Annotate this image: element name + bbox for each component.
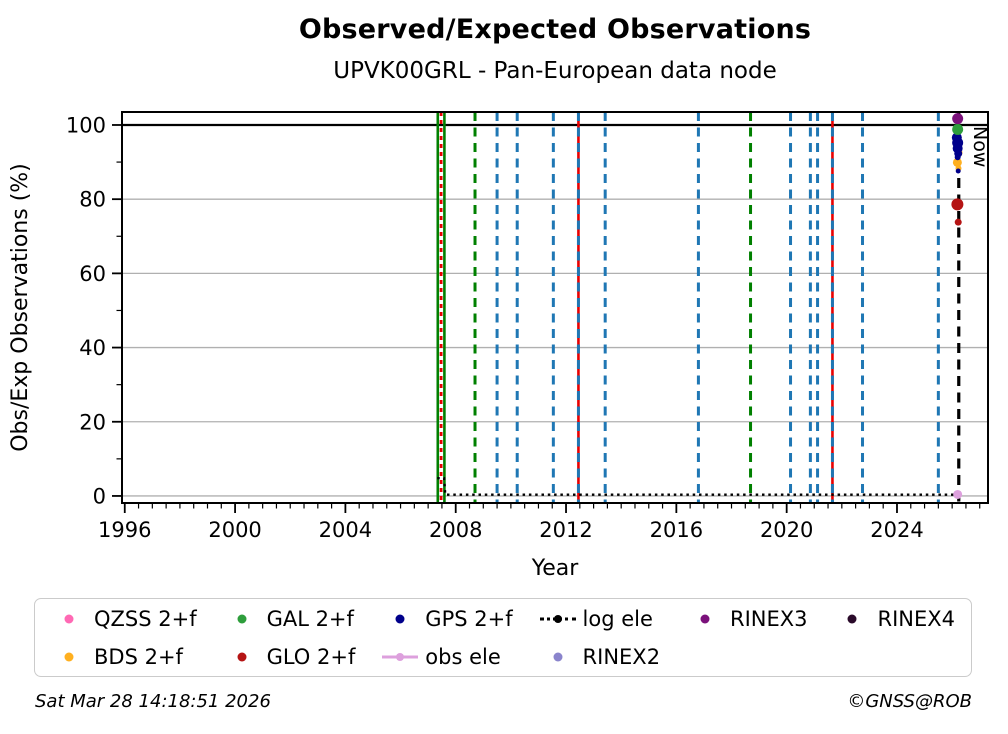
chart-title: Observed/Expected Observations [298, 14, 812, 45]
legend-column: GAL 2+f GLO 2+f [224, 600, 356, 676]
legend-column: log ele RINEX2 [539, 600, 661, 676]
y-tick-label: 100 [66, 113, 106, 137]
chart-subtitle: UPVK00GRL - Pan-European data node [333, 58, 777, 84]
data-point-glo-2-f [951, 198, 964, 211]
legend-item-rinex3: RINEX3 [687, 600, 808, 638]
plot-area: Now 1996 2000 2004 2008 2012 2016 2020 2024 0 20 40… [8, 111, 991, 581]
legend: QZSS 2+f BDS 2+f GAL 2+f GLO 2+f GPS 2+f obs … [34, 598, 972, 677]
legend-label-gal-2-f: GAL 2+f [266, 607, 354, 631]
legend-column: RINEX4 [834, 600, 955, 638]
footer-copyright: ©GNSS@ROB [847, 691, 972, 712]
legend-item-obs-ele: obs ele [382, 638, 512, 676]
x-tick-label: 2024 [870, 518, 923, 542]
legend-item-bds-2-f: BDS 2+f [51, 638, 197, 676]
axes-frame [121, 111, 989, 504]
legend-label-gps-2-f: GPS 2+f [425, 607, 513, 631]
log-ele-line [437, 476, 958, 496]
x-tick-label: 2012 [539, 518, 592, 542]
y-tick-label: 40 [79, 336, 106, 360]
legend-item-rinex2: RINEX2 [540, 638, 661, 676]
legend-item-glo-2-f: GLO 2+f [224, 638, 356, 676]
legend-marker-obs-ele-icon [382, 647, 419, 667]
data-point-bds-2-f [952, 157, 962, 167]
x-tick-label: 2000 [208, 518, 261, 542]
legend-item-rinex4: RINEX4 [834, 600, 955, 638]
y-tick-label: 80 [79, 188, 106, 212]
legend-marker-gps-2-f-icon [382, 609, 418, 629]
legend-label-rinex2: RINEX2 [582, 645, 661, 669]
y-tick-label: 20 [79, 410, 106, 434]
legend-label-obs-ele: obs ele [425, 645, 501, 669]
now-label: Now [969, 126, 991, 167]
legend-marker-log-ele-icon [539, 609, 576, 629]
legend-column: RINEX3 [687, 600, 808, 638]
x-axis-label: Year [531, 556, 580, 581]
data-point-gal-2-f [952, 123, 964, 135]
y-tick-label: 0 [93, 484, 106, 508]
footer-timestamp: Sat Mar 28 14:18:51 2026 [35, 691, 271, 712]
legend-label-rinex4: RINEX4 [877, 607, 955, 631]
legend-label-bds-2-f: BDS 2+f [94, 645, 183, 669]
y-tick-label: 60 [79, 262, 106, 286]
x-tick-label: 2020 [760, 518, 813, 542]
legend-marker-gal-2-f-icon [224, 609, 260, 629]
legend-marker-bds-2-f-icon [51, 647, 87, 667]
legend-item-gps-2-f: GPS 2+f [382, 600, 513, 638]
legend-label-qzss-2-f: QZSS 2+f [94, 607, 197, 631]
legend-label-log-ele: log ele [582, 607, 653, 631]
data-point-gps-2-f [954, 154, 961, 161]
legend-item-gal-2-f: GAL 2+f [224, 600, 356, 638]
legend-marker-rinex4-icon [834, 609, 870, 629]
x-tick-label: 2004 [319, 518, 372, 542]
legend-column: QZSS 2+f BDS 2+f [51, 600, 197, 676]
legend-marker-rinex2-icon [540, 647, 576, 667]
y-axis-label: Obs/Exp Observations (%) [8, 163, 33, 452]
legend-item-qzss-2-f: QZSS 2+f [51, 600, 197, 638]
legend-item-log-ele: log ele [539, 600, 661, 638]
x-tick-label: 2016 [650, 518, 703, 542]
data-point-glo-2-f [954, 218, 962, 226]
data-point-gps-2-f [955, 168, 961, 174]
legend-marker-glo-2-f-icon [224, 647, 260, 667]
data-point-obs-ele [953, 489, 963, 499]
data-point-rinex3 [952, 113, 964, 125]
legend-marker-qzss-2-f-icon [51, 609, 87, 629]
x-tick-label: 1996 [98, 518, 151, 542]
legend-label-glo-2-f: GLO 2+f [266, 645, 356, 669]
legend-column: GPS 2+f obs ele [382, 600, 513, 676]
x-tick-label: 2008 [429, 518, 482, 542]
legend-marker-rinex3-icon [687, 609, 723, 629]
legend-label-rinex3: RINEX3 [730, 607, 808, 631]
